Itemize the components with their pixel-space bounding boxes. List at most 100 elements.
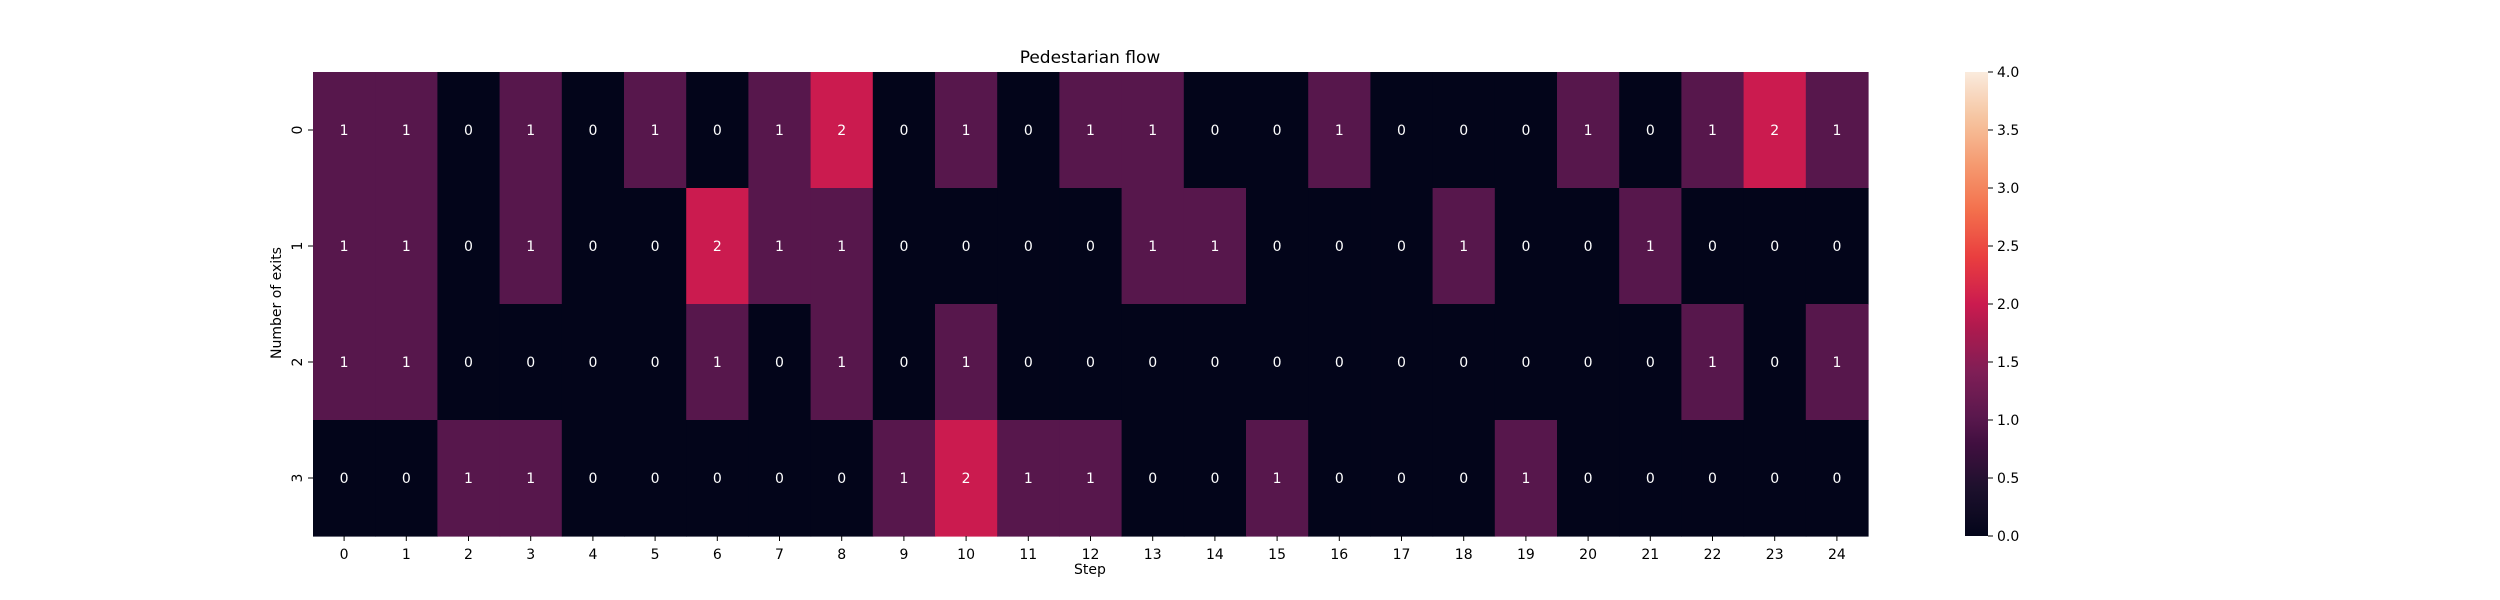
cell-value-label: 1 xyxy=(1832,123,1841,139)
heatmap-cell xyxy=(872,188,936,305)
heatmap-cell xyxy=(935,72,998,189)
heatmap-cell xyxy=(437,72,501,189)
x-tick-label: 4 xyxy=(588,547,597,563)
cell-value-label: 0 xyxy=(1770,355,1779,371)
cell-value-label: 0 xyxy=(1335,355,1344,371)
heatmap-cell xyxy=(997,72,1060,189)
heatmap-cell xyxy=(872,72,936,189)
cell-value-label: 0 xyxy=(402,471,411,487)
heatmap-cell xyxy=(1743,188,1807,305)
x-axis: 0 1 2 3 4 5 6 7 8 9 10 11 12 13 14 15 16 17 18 19 20 21 22 23 24 xyxy=(340,536,1846,563)
cell-value-label: 0 xyxy=(526,355,535,371)
heatmap-cell xyxy=(1494,72,1558,189)
heatmap-cell xyxy=(1183,420,1247,537)
heatmap-cell xyxy=(437,304,501,421)
cell-value-label: 2 xyxy=(962,471,971,487)
cell-value-label: 0 xyxy=(1646,123,1655,139)
heatmap-cell xyxy=(997,188,1060,305)
cell-value-label: 1 xyxy=(962,355,971,371)
heatmap-cell xyxy=(1494,420,1558,537)
cell-value-label: 1 xyxy=(340,123,349,139)
colorbar-tick-label: 1.0 xyxy=(1997,413,2019,429)
colorbar-tick-label: 3.0 xyxy=(1997,181,2019,197)
cell-value-label: 0 xyxy=(1397,471,1406,487)
heatmap-cell xyxy=(1246,72,1309,189)
x-tick-label: 0 xyxy=(340,547,349,563)
heatmap-cell xyxy=(1557,188,1620,305)
heatmap-cell xyxy=(1121,72,1185,189)
heatmap-cell xyxy=(437,188,501,305)
cell-value-label: 0 xyxy=(1148,355,1157,371)
heatmap-cell xyxy=(1121,188,1185,305)
colorbar-tick-label: 2.0 xyxy=(1997,297,2019,313)
cell-value-label: 0 xyxy=(340,471,349,487)
cell-value-label: 0 xyxy=(588,239,597,255)
heatmap-cell xyxy=(935,304,998,421)
heatmap-cell xyxy=(997,304,1060,421)
heatmap-cell xyxy=(997,420,1060,537)
heatmap-cell xyxy=(375,188,438,305)
cell-value-label: 1 xyxy=(464,471,473,487)
x-tick-label: 22 xyxy=(1704,547,1722,563)
cell-value-label: 1 xyxy=(402,123,411,139)
heatmap-cell xyxy=(1681,420,1745,537)
x-tick-label: 8 xyxy=(837,547,846,563)
cell-value-label: 0 xyxy=(837,471,846,487)
heatmap-cell xyxy=(1432,72,1496,189)
x-tick-label: 7 xyxy=(775,547,784,563)
cell-value-label: 0 xyxy=(1210,123,1219,139)
x-tick-label: 5 xyxy=(651,547,660,563)
heatmap-cell xyxy=(499,420,563,537)
heatmap-cell xyxy=(1681,72,1745,189)
cell-value-label: 1 xyxy=(837,355,846,371)
x-tick-label: 13 xyxy=(1144,547,1162,563)
heatmap-cell xyxy=(1432,420,1496,537)
cell-value-label: 0 xyxy=(1273,239,1282,255)
x-tick-label: 12 xyxy=(1082,547,1100,563)
colorbar-tick-label: 3.5 xyxy=(1997,123,2019,139)
heatmap-cell xyxy=(624,420,687,537)
cell-value-label: 0 xyxy=(1521,123,1530,139)
cell-value-label: 1 xyxy=(526,471,535,487)
heatmap-cell xyxy=(1059,420,1123,537)
heatmap-cell xyxy=(748,420,812,537)
colorbar-tick-label: 0.5 xyxy=(1997,471,2019,487)
cell-value-label: 0 xyxy=(464,355,473,371)
heatmap-cell xyxy=(1619,188,1682,305)
heatmap-cell xyxy=(1432,304,1496,421)
heatmap-cell-labels: 1 1 0 1 0 1 0 1 2 0 1 0 1 1 0 0 1 0 0 0 1 0 1 2 1 1 1 0 1 0 0 2 1 1 0 0 0 0 1 1… xyxy=(340,123,1842,487)
heatmap-cell xyxy=(313,188,376,305)
cell-value-label: 0 xyxy=(1708,239,1717,255)
cell-value-label: 0 xyxy=(1832,471,1841,487)
cell-value-label: 1 xyxy=(402,239,411,255)
heatmap-cell xyxy=(1370,188,1434,305)
y-tick-label: 1 xyxy=(290,242,306,251)
cell-value-label: 1 xyxy=(1646,239,1655,255)
heatmap-cell xyxy=(748,304,812,421)
cell-value-label: 0 xyxy=(1086,239,1095,255)
heatmap-cell xyxy=(1246,304,1309,421)
heatmap-cell xyxy=(1183,304,1247,421)
x-tick-label: 14 xyxy=(1206,547,1224,563)
heatmap-cell xyxy=(1681,304,1745,421)
cell-value-label: 0 xyxy=(588,471,597,487)
heatmap-cell xyxy=(1308,72,1371,189)
heatmap-cell xyxy=(624,188,687,305)
cell-value-label: 1 xyxy=(1708,355,1717,371)
cell-value-label: 1 xyxy=(526,239,535,255)
heatmap-cell xyxy=(1681,188,1745,305)
heatmap-cell xyxy=(375,72,438,189)
chart-title: Pedestarian flow xyxy=(1020,48,1161,68)
cell-value-label: 0 xyxy=(1335,471,1344,487)
heatmap-cell xyxy=(1805,188,1869,305)
cell-value-label: 0 xyxy=(775,355,784,371)
cell-value-label: 2 xyxy=(837,123,846,139)
cell-value-label: 0 xyxy=(651,239,660,255)
heatmap-cell xyxy=(810,188,874,305)
x-tick-label: 3 xyxy=(526,547,535,563)
colorbar-tick-label: 2.5 xyxy=(1997,239,2019,255)
cell-value-label: 0 xyxy=(1708,471,1717,487)
cell-value-label: 0 xyxy=(1521,239,1530,255)
cell-value-label: 0 xyxy=(1397,355,1406,371)
